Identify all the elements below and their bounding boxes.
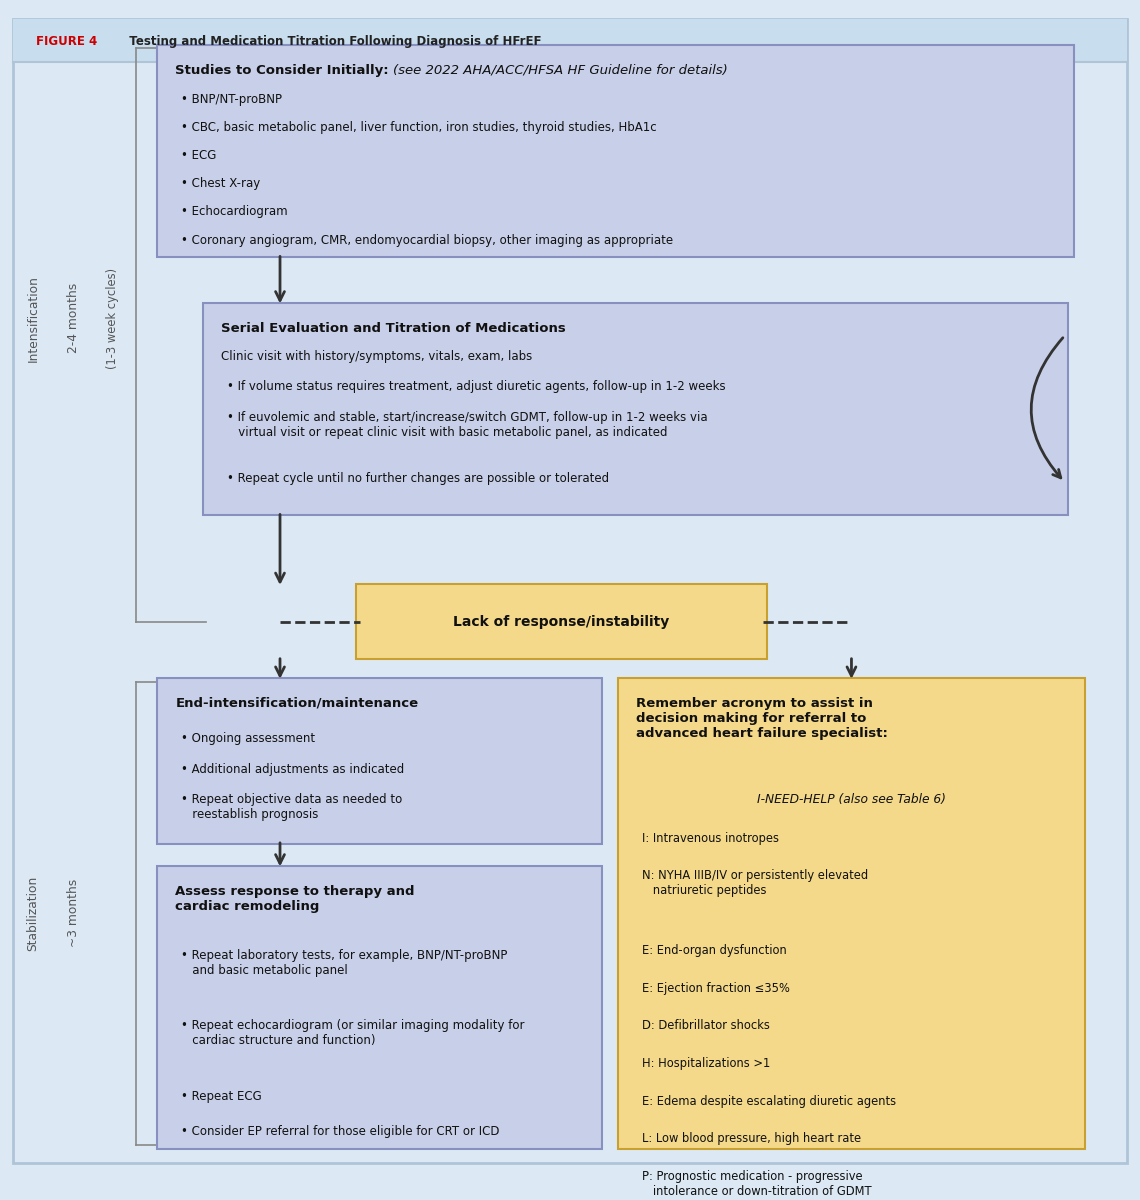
Text: • Repeat laboratory tests, for example, BNP/NT-proBNP
   and basic metabolic pan: • Repeat laboratory tests, for example, … [181, 949, 507, 977]
Text: • If euvolemic and stable, start/increase/switch GDMT, follow-up in 1-2 weeks vi: • If euvolemic and stable, start/increas… [227, 410, 707, 439]
Text: E: Edema despite escalating diuretic agents: E: Edema despite escalating diuretic age… [642, 1094, 896, 1108]
Text: N: NYHA IIIB/IV or persistently elevated
   natriuretic peptides: N: NYHA IIIB/IV or persistently elevated… [642, 869, 868, 898]
Text: • Consider EP referral for those eligible for CRT or ICD: • Consider EP referral for those eligibl… [181, 1126, 499, 1138]
Text: FIGURE 4: FIGURE 4 [35, 35, 97, 48]
Text: Intensification: Intensification [26, 275, 40, 361]
Text: • Echocardiogram: • Echocardiogram [181, 205, 287, 218]
FancyBboxPatch shape [157, 678, 602, 844]
FancyBboxPatch shape [13, 19, 1127, 62]
Text: Lack of response/instability: Lack of response/instability [454, 614, 669, 629]
FancyBboxPatch shape [203, 302, 1068, 515]
Text: Stabilization: Stabilization [26, 876, 40, 950]
FancyBboxPatch shape [157, 866, 602, 1148]
FancyBboxPatch shape [618, 678, 1085, 1148]
Text: Clinic visit with history/symptoms, vitals, exam, labs: Clinic visit with history/symptoms, vita… [221, 349, 532, 362]
Text: • Repeat cycle until no further changes are possible or tolerated: • Repeat cycle until no further changes … [227, 472, 609, 485]
FancyBboxPatch shape [157, 44, 1074, 257]
Text: I: Intravenous inotropes: I: Intravenous inotropes [642, 832, 779, 845]
Text: • Ongoing assessment: • Ongoing assessment [181, 732, 315, 745]
Text: Testing and Medication Titration Following Diagnosis of HFrEF: Testing and Medication Titration Followi… [121, 35, 542, 48]
Text: Assess response to therapy and
cardiac remodeling: Assess response to therapy and cardiac r… [176, 884, 415, 912]
Text: • Repeat objective data as needed to
   reestablish prognosis: • Repeat objective data as needed to ree… [181, 793, 402, 821]
Text: • Coronary angiogram, CMR, endomyocardial biopsy, other imaging as appropriate: • Coronary angiogram, CMR, endomyocardia… [181, 234, 674, 247]
Text: • If volume status requires treatment, adjust diuretic agents, follow-up in 1-2 : • If volume status requires treatment, a… [227, 380, 725, 394]
Text: • ECG: • ECG [181, 149, 217, 162]
Text: • Repeat ECG: • Repeat ECG [181, 1090, 262, 1103]
Text: • BNP/NT-proBNP: • BNP/NT-proBNP [181, 92, 282, 106]
Text: End-intensification/maintenance: End-intensification/maintenance [176, 697, 418, 710]
Text: • Repeat echocardiogram (or similar imaging modality for
   cardiac structure an: • Repeat echocardiogram (or similar imag… [181, 1020, 524, 1048]
FancyBboxPatch shape [356, 584, 767, 659]
FancyArrowPatch shape [1032, 337, 1062, 478]
Text: D: Defibrillator shocks: D: Defibrillator shocks [642, 1020, 770, 1032]
Text: Studies to Consider Initially:: Studies to Consider Initially: [176, 64, 393, 77]
Text: ~3 months: ~3 months [66, 880, 80, 948]
FancyBboxPatch shape [13, 19, 1127, 1163]
Text: I-NEED-HELP (also see Table 6): I-NEED-HELP (also see Table 6) [757, 793, 946, 806]
Text: H: Hospitalizations >1: H: Hospitalizations >1 [642, 1057, 770, 1070]
Text: E: Ejection fraction ≤35%: E: Ejection fraction ≤35% [642, 982, 790, 995]
Text: L: Low blood pressure, high heart rate: L: Low blood pressure, high heart rate [642, 1132, 861, 1145]
Text: • Additional adjustments as indicated: • Additional adjustments as indicated [181, 763, 405, 775]
Text: • Chest X-ray: • Chest X-ray [181, 178, 260, 191]
Text: (see 2022 AHA/ACC/HFSA HF Guideline for details): (see 2022 AHA/ACC/HFSA HF Guideline for … [393, 64, 727, 77]
Text: 2-4 months: 2-4 months [66, 283, 80, 353]
Text: • CBC, basic metabolic panel, liver function, iron studies, thyroid studies, HbA: • CBC, basic metabolic panel, liver func… [181, 121, 657, 134]
Text: Remember acronym to assist in
decision making for referral to
advanced heart fai: Remember acronym to assist in decision m… [636, 697, 888, 740]
Text: P: Prognostic medication - progressive
   intolerance or down-titration of GDMT: P: Prognostic medication - progressive i… [642, 1170, 871, 1198]
Text: (1-3 week cycles): (1-3 week cycles) [106, 268, 120, 368]
Text: Serial Evaluation and Titration of Medications: Serial Evaluation and Titration of Medic… [221, 322, 565, 335]
Text: E: End-organ dysfunction: E: End-organ dysfunction [642, 944, 787, 958]
